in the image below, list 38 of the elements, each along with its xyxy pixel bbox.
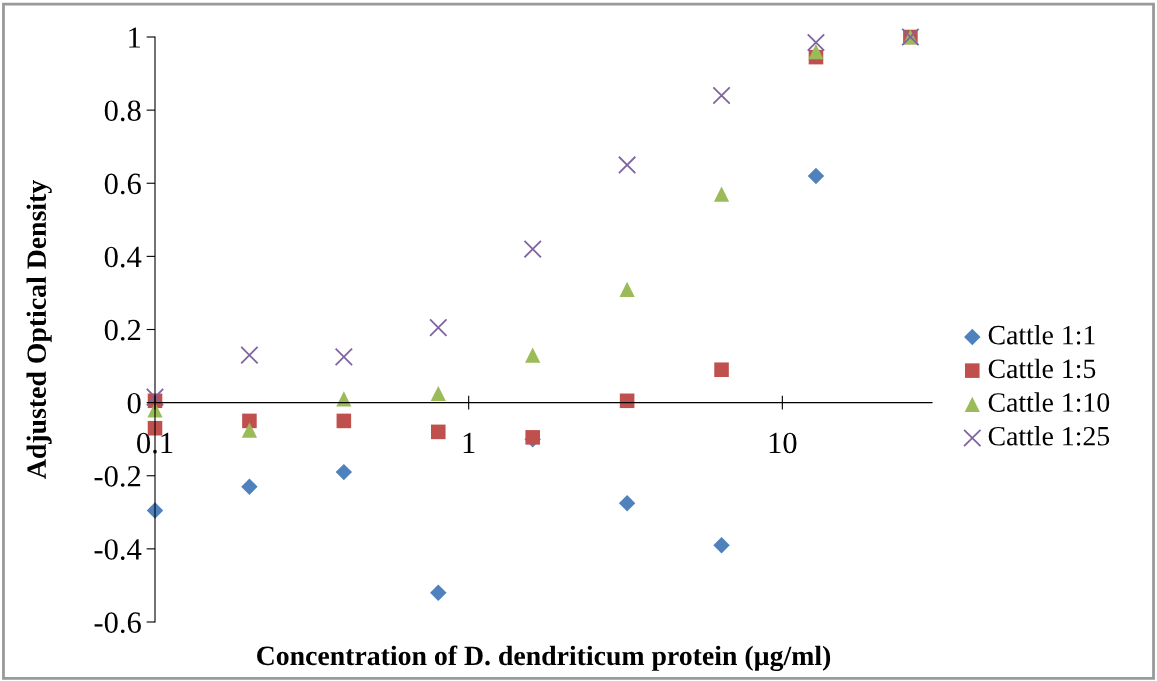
point — [429, 318, 448, 337]
point — [712, 86, 731, 105]
y-tick-label: 0.2 — [104, 319, 141, 341]
point — [240, 345, 259, 365]
point — [713, 537, 730, 554]
y-tick-label: 0.4 — [104, 246, 142, 268]
point — [619, 281, 635, 297]
x-tick-label: 1 — [463, 432, 475, 453]
y-tick-label: -0.6 — [94, 612, 141, 634]
legend-label: Cattle 1:5 — [988, 358, 1096, 379]
point — [523, 239, 542, 259]
y-tick-label: -0.4 — [94, 539, 142, 560]
x-tick-label: 10 — [769, 432, 797, 454]
point — [808, 44, 824, 60]
legend-label: Cattle 1:25 — [988, 426, 1110, 446]
point — [713, 186, 730, 202]
point — [806, 33, 826, 52]
point — [618, 494, 636, 512]
y-tick-label: 0.8 — [104, 100, 141, 122]
point — [241, 422, 258, 438]
point — [335, 463, 353, 481]
x-axis-title: Concentration of D. dendriticum protein (µg/ml) — [257, 645, 831, 672]
point — [525, 347, 541, 363]
point — [617, 155, 637, 175]
y-tick-label: 1 — [129, 27, 140, 48]
legend-label: Cattle 1:10 — [988, 392, 1110, 413]
point — [336, 391, 352, 407]
point — [241, 478, 258, 495]
point — [807, 167, 825, 185]
point — [145, 388, 165, 407]
y-tick-label: 0 — [127, 392, 141, 414]
y-axis-title: Adjusted Optical Density — [26, 180, 52, 479]
point — [430, 584, 447, 601]
legend-label: Cattle 1:1 — [988, 324, 1095, 345]
point — [334, 347, 353, 367]
point — [430, 385, 446, 402]
y-tick-label: 0.6 — [104, 173, 141, 195]
y-tick-label: -0.2 — [94, 466, 141, 487]
